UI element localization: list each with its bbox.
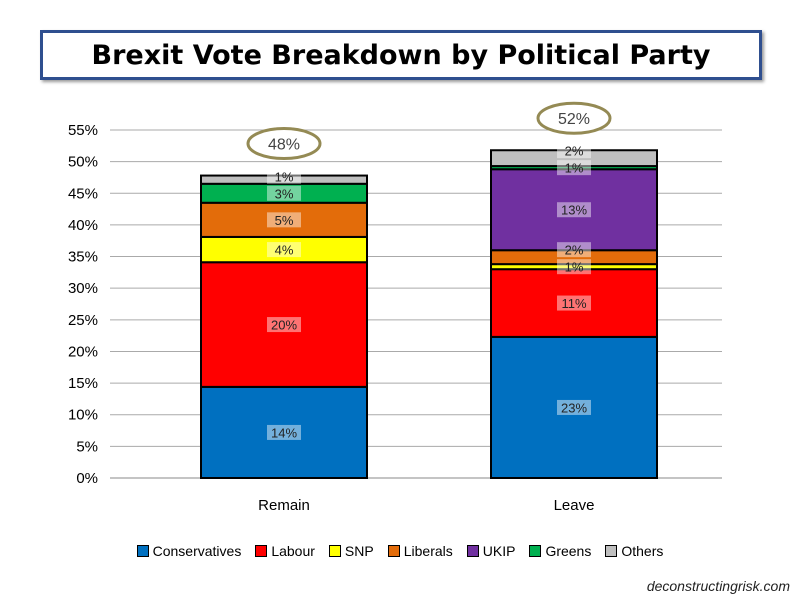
chart-title: Brexit Vote Breakdown by Political Party bbox=[91, 39, 711, 71]
data-label-bg bbox=[557, 259, 591, 275]
legend-swatch bbox=[136, 545, 149, 557]
credit-text: deconstructingrisk.com bbox=[646, 578, 790, 594]
y-tick-label: 30% bbox=[68, 280, 98, 297]
legend-label: Greens bbox=[545, 543, 592, 559]
data-label-bg bbox=[267, 212, 301, 228]
data-label-bg bbox=[267, 424, 301, 440]
data-label-bg bbox=[557, 202, 591, 218]
legend-swatch bbox=[255, 545, 268, 557]
data-label: 14% bbox=[271, 425, 297, 440]
legend-label: Conservatives bbox=[152, 543, 242, 559]
y-tick-label: 45% bbox=[68, 185, 98, 202]
bar-segment-others bbox=[200, 174, 368, 185]
total-label: 48% bbox=[268, 137, 300, 154]
data-label-bg bbox=[557, 143, 591, 159]
legend-item-ukip: UKIP bbox=[466, 543, 516, 559]
data-label: 23% bbox=[561, 400, 587, 415]
legend-label: Others bbox=[621, 543, 664, 559]
legend-swatch bbox=[387, 545, 400, 557]
data-label: 20% bbox=[271, 318, 297, 333]
data-label: 4% bbox=[275, 243, 294, 258]
data-label-bg bbox=[557, 399, 591, 415]
bar-segment-conservatives bbox=[490, 335, 658, 479]
x-tick-label: Remain bbox=[258, 497, 310, 514]
data-label: 5% bbox=[275, 213, 294, 228]
data-label: 1% bbox=[565, 161, 584, 176]
y-tick-label: 5% bbox=[76, 438, 98, 455]
legend-item-snp: SNP bbox=[328, 543, 374, 559]
data-label: 11% bbox=[561, 296, 586, 311]
data-label: 2% bbox=[565, 243, 584, 258]
data-label-bg bbox=[557, 160, 591, 176]
legend-swatch bbox=[529, 545, 542, 557]
y-tick-label: 40% bbox=[68, 217, 98, 234]
x-tick-label: Leave bbox=[554, 497, 595, 514]
legend-label: UKIP bbox=[482, 543, 516, 559]
data-label-bg bbox=[557, 242, 591, 258]
data-label-bg bbox=[557, 295, 591, 311]
legend-label: Labour bbox=[271, 543, 315, 559]
legend-item-labour: Labour bbox=[255, 543, 315, 559]
legend-item-conservatives: Conservatives bbox=[136, 543, 242, 559]
legend-swatch bbox=[328, 545, 341, 557]
legend-label: SNP bbox=[344, 543, 374, 559]
legend-swatch bbox=[466, 545, 479, 557]
data-label: 1% bbox=[565, 260, 584, 275]
y-tick-label: 55% bbox=[68, 122, 98, 139]
data-label-bg bbox=[267, 185, 301, 201]
total-ellipse bbox=[536, 101, 612, 135]
data-label: 3% bbox=[275, 186, 294, 201]
y-tick-label: 10% bbox=[68, 407, 98, 424]
legend-item-greens: Greens bbox=[529, 543, 591, 559]
bar-segment-labour bbox=[490, 268, 658, 338]
data-label-bg bbox=[267, 168, 301, 184]
total-label: 52% bbox=[558, 111, 590, 128]
data-label: 2% bbox=[565, 144, 584, 159]
legend-item-others: Others bbox=[605, 543, 663, 559]
total-ellipse bbox=[246, 127, 322, 161]
data-label: 13% bbox=[561, 203, 587, 218]
bar-segment-others bbox=[490, 149, 658, 168]
bar-segment-liberals bbox=[200, 201, 368, 238]
legend-label: Liberals bbox=[403, 543, 453, 559]
y-tick-label: 25% bbox=[68, 312, 98, 329]
data-label-bg bbox=[267, 242, 301, 258]
y-tick-label: 50% bbox=[68, 154, 98, 171]
y-tick-label: 35% bbox=[68, 249, 98, 266]
y-tick-label: 20% bbox=[68, 343, 98, 360]
y-tick-label: 0% bbox=[76, 470, 98, 487]
legend-swatch bbox=[605, 545, 618, 557]
y-tick-label: 15% bbox=[68, 375, 98, 392]
legend-item-liberals: Liberals bbox=[387, 543, 453, 559]
data-label: 1% bbox=[275, 169, 294, 184]
chart-title-box: Brexit Vote Breakdown by Political Party bbox=[40, 30, 762, 80]
bar-segment-ukip bbox=[490, 168, 658, 252]
data-label-bg bbox=[267, 317, 301, 333]
legend: Conservatives Labour SNP Liberals UKIP Greens… bbox=[0, 543, 800, 559]
